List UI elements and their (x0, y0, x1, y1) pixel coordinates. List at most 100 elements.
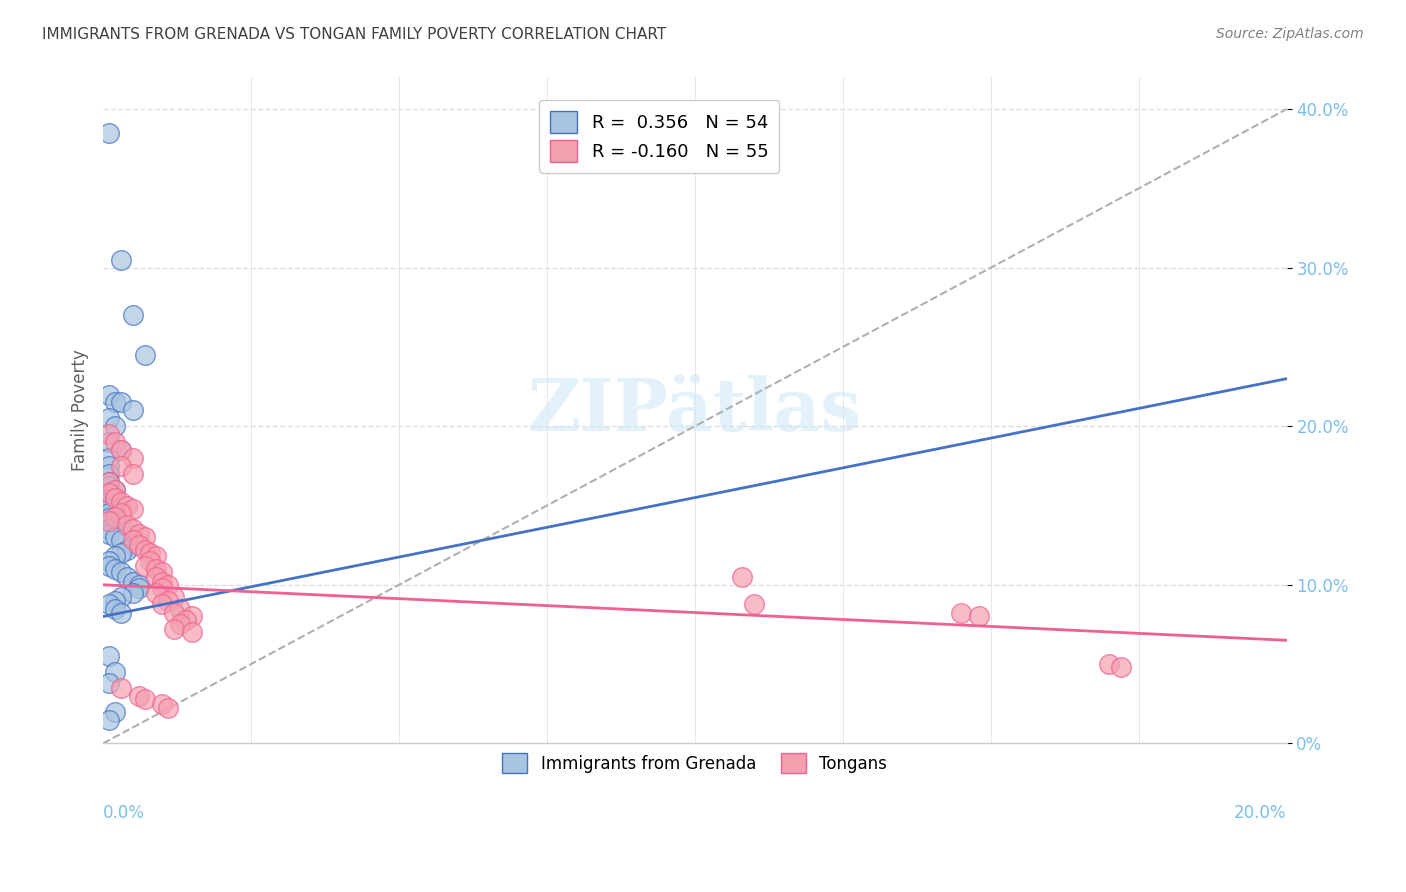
Immigrants from Grenada (110, 443, 132, 458)
Immigrants from Grenada (98, 450, 121, 465)
Tongans (157, 593, 180, 607)
Tongans (169, 601, 191, 615)
Immigrants from Grenada (98, 713, 121, 727)
Tongans (110, 507, 132, 521)
Tongans (174, 613, 197, 627)
Immigrants from Grenada (98, 527, 121, 541)
Immigrants from Grenada (121, 308, 143, 322)
Text: Source: ZipAtlas.com: Source: ZipAtlas.com (1216, 27, 1364, 41)
Tongans (180, 609, 202, 624)
Immigrants from Grenada (110, 546, 132, 560)
Immigrants from Grenada (134, 348, 156, 362)
Tongans (104, 483, 127, 497)
Tongans (163, 607, 186, 621)
Tongans (742, 597, 765, 611)
Immigrants from Grenada (104, 530, 127, 544)
Tongans (150, 565, 173, 579)
Tongans (115, 517, 138, 532)
Immigrants from Grenada (98, 486, 121, 500)
Tongans (110, 458, 132, 473)
Text: 0.0%: 0.0% (103, 804, 145, 822)
Tongans (121, 522, 143, 536)
Immigrants from Grenada (104, 483, 127, 497)
Immigrants from Grenada (98, 554, 121, 568)
Immigrants from Grenada (98, 558, 121, 573)
Immigrants from Grenada (128, 581, 150, 595)
Immigrants from Grenada (110, 565, 132, 579)
Tongans (169, 617, 191, 632)
Immigrants from Grenada (98, 649, 121, 664)
Tongans (128, 689, 150, 703)
Immigrants from Grenada (104, 514, 127, 528)
Tongans (180, 625, 202, 640)
Immigrants from Grenada (98, 597, 121, 611)
Immigrants from Grenada (110, 607, 132, 621)
Immigrants from Grenada (115, 542, 138, 557)
Tongans (145, 585, 167, 599)
Immigrants from Grenada (104, 491, 127, 505)
Tongans (128, 527, 150, 541)
Tongans (1109, 660, 1132, 674)
Tongans (145, 562, 167, 576)
Tongans (110, 495, 132, 509)
Immigrants from Grenada (98, 507, 121, 521)
Tongans (950, 607, 973, 621)
Tongans (98, 427, 121, 442)
Immigrants from Grenada (104, 665, 127, 679)
Text: ZIPätlas: ZIPätlas (527, 375, 862, 446)
Legend: Immigrants from Grenada, Tongans: Immigrants from Grenada, Tongans (494, 745, 896, 781)
Tongans (128, 538, 150, 552)
Immigrants from Grenada (104, 705, 127, 719)
Tongans (163, 591, 186, 605)
Immigrants from Grenada (104, 419, 127, 434)
Tongans (98, 514, 121, 528)
Immigrants from Grenada (98, 467, 121, 481)
Text: 20.0%: 20.0% (1234, 804, 1286, 822)
Tongans (967, 609, 990, 624)
Immigrants from Grenada (110, 591, 132, 605)
Immigrants from Grenada (104, 593, 127, 607)
Tongans (121, 450, 143, 465)
Text: IMMIGRANTS FROM GRENADA VS TONGAN FAMILY POVERTY CORRELATION CHART: IMMIGRANTS FROM GRENADA VS TONGAN FAMILY… (42, 27, 666, 42)
Tongans (134, 530, 156, 544)
Tongans (121, 467, 143, 481)
Immigrants from Grenada (104, 395, 127, 409)
Tongans (150, 597, 173, 611)
Tongans (110, 681, 132, 695)
Immigrants from Grenada (121, 585, 143, 599)
Immigrants from Grenada (98, 522, 121, 536)
Immigrants from Grenada (104, 601, 127, 615)
Tongans (98, 486, 121, 500)
Tongans (104, 435, 127, 450)
Tongans (104, 491, 127, 505)
Immigrants from Grenada (121, 574, 143, 589)
Tongans (134, 542, 156, 557)
Immigrants from Grenada (98, 475, 121, 489)
Immigrants from Grenada (121, 403, 143, 417)
Immigrants from Grenada (115, 570, 138, 584)
Immigrants from Grenada (104, 562, 127, 576)
Tongans (145, 570, 167, 584)
Tongans (150, 574, 173, 589)
Y-axis label: Family Poverty: Family Poverty (72, 350, 89, 471)
Tongans (145, 549, 167, 564)
Tongans (163, 622, 186, 636)
Tongans (121, 501, 143, 516)
Immigrants from Grenada (98, 501, 121, 516)
Immigrants from Grenada (98, 458, 121, 473)
Immigrants from Grenada (98, 479, 121, 493)
Immigrants from Grenada (98, 387, 121, 401)
Immigrants from Grenada (98, 411, 121, 425)
Tongans (1098, 657, 1121, 671)
Immigrants from Grenada (98, 126, 121, 140)
Immigrants from Grenada (110, 252, 132, 267)
Tongans (121, 533, 143, 548)
Immigrants from Grenada (121, 538, 143, 552)
Immigrants from Grenada (128, 578, 150, 592)
Immigrants from Grenada (98, 495, 121, 509)
Immigrants from Grenada (110, 517, 132, 532)
Immigrants from Grenada (110, 395, 132, 409)
Immigrants from Grenada (104, 549, 127, 564)
Tongans (104, 509, 127, 524)
Tongans (139, 546, 162, 560)
